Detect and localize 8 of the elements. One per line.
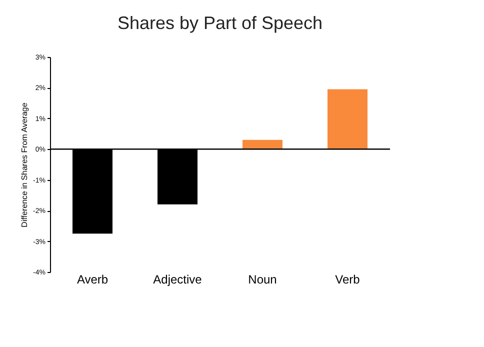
x-tick-label: Verb bbox=[335, 272, 360, 286]
chart-title: Shares by Part of Speech bbox=[117, 13, 323, 33]
bar bbox=[242, 140, 282, 150]
x-tick-label: Adjective bbox=[153, 272, 202, 286]
x-tick-label: Averb bbox=[76, 272, 108, 286]
x-tick-label: Noun bbox=[248, 272, 277, 286]
bar bbox=[328, 89, 368, 150]
y-axis-title: Difference in Shares From Average bbox=[20, 102, 30, 228]
